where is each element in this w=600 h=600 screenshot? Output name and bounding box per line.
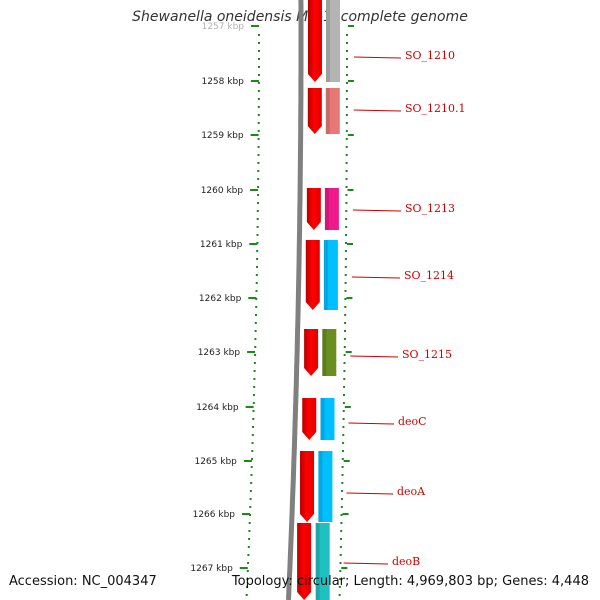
gene-track bbox=[297, 0, 340, 600]
scale-tick bbox=[347, 243, 353, 245]
cds-arrow bbox=[300, 451, 315, 522]
scale-tick bbox=[242, 513, 250, 515]
scale-tick-label: 1264 kbp bbox=[196, 403, 239, 413]
gene-label: SO_1210 bbox=[405, 49, 455, 62]
scale-tick bbox=[247, 351, 256, 353]
scale-tick bbox=[251, 25, 259, 27]
cds-arrow bbox=[297, 523, 312, 600]
cds-arrow bbox=[307, 88, 322, 134]
scale-tick-label: 1260 kbp bbox=[201, 186, 244, 196]
feature-block bbox=[326, 0, 340, 82]
gene-label: SO_1215 bbox=[402, 348, 452, 361]
genome-backbone bbox=[286, 0, 304, 600]
scale-tick-label: 1261 kbp bbox=[200, 240, 243, 250]
scale-tick bbox=[243, 460, 252, 462]
label-leader-line bbox=[353, 109, 402, 112]
cds-arrow bbox=[304, 329, 319, 376]
scale-tick bbox=[343, 460, 350, 462]
gene-label: SO_1210.1 bbox=[405, 102, 466, 115]
feature-block bbox=[324, 188, 339, 230]
label-leader-line bbox=[350, 355, 399, 358]
gene-deob bbox=[297, 523, 330, 600]
accession-text: Accession: NC_004347 bbox=[9, 574, 157, 589]
scale-tick bbox=[346, 297, 353, 299]
feature-block bbox=[325, 88, 340, 134]
gene-label: deoB bbox=[392, 555, 420, 568]
scale-tick-label: 1263 kbp bbox=[198, 348, 241, 358]
scale-tick bbox=[239, 567, 248, 569]
scale-tick-label: 1262 kbp bbox=[199, 294, 242, 304]
scale-tick bbox=[250, 134, 259, 136]
scale-tick bbox=[250, 189, 259, 191]
scale-tick bbox=[344, 406, 351, 408]
feature-block bbox=[323, 240, 338, 310]
genome-summary-text: Topology: circular; Length: 4,969,803 bp… bbox=[231, 574, 589, 589]
feature-block bbox=[318, 451, 333, 522]
gene-label: SO_1214 bbox=[404, 269, 454, 282]
label-leader-line bbox=[346, 492, 394, 495]
gene-so-1210 bbox=[307, 0, 340, 82]
scale-tick bbox=[345, 351, 352, 353]
gene-so-1214 bbox=[305, 240, 338, 310]
gene-label: deoC bbox=[398, 415, 427, 428]
label-leader-line bbox=[343, 562, 389, 565]
gene-so-1210-1 bbox=[307, 88, 340, 134]
gene-label: deoA bbox=[397, 485, 426, 498]
label-leader-line bbox=[348, 422, 395, 425]
scale-tick-label: 1266 kbp bbox=[193, 510, 236, 520]
label-leader-line bbox=[351, 276, 401, 279]
cds-arrow bbox=[307, 0, 322, 82]
scale-tick-label: 1258 kbp bbox=[201, 77, 244, 87]
scale-tick bbox=[249, 243, 258, 245]
scale-tick bbox=[342, 513, 349, 515]
scale-tick bbox=[348, 25, 354, 27]
feature-block bbox=[320, 398, 335, 440]
scale-tick-label: 1259 kbp bbox=[201, 131, 244, 141]
gene-label: SO_1213 bbox=[405, 202, 455, 215]
scale-tick bbox=[348, 80, 354, 82]
scale-tick-label: 1267 kbp bbox=[190, 564, 233, 574]
scale-tick bbox=[250, 80, 259, 82]
scale-tick-label: 1257 kbp bbox=[202, 22, 245, 32]
scale-tick bbox=[341, 567, 348, 569]
cds-arrow bbox=[305, 240, 320, 310]
cds-arrow bbox=[302, 398, 317, 440]
gene-deoc bbox=[302, 398, 335, 440]
label-leader-line bbox=[353, 56, 402, 59]
gene-labels: SO_1210 SO_1210.1 SO_1213 SO_1214 SO_1215deo… bbox=[343, 49, 466, 568]
gene-deoa bbox=[300, 451, 333, 522]
scale-tick bbox=[245, 406, 254, 408]
scale-tick bbox=[248, 297, 257, 299]
label-leader-line bbox=[352, 209, 402, 212]
gene-so-1213 bbox=[306, 188, 339, 230]
scale-tick bbox=[347, 189, 354, 191]
cds-arrow bbox=[306, 188, 321, 230]
gene-so-1215 bbox=[304, 329, 337, 376]
feature-block bbox=[315, 523, 330, 600]
scale-tick-label: 1265 kbp bbox=[194, 457, 237, 467]
scale-tick bbox=[347, 134, 354, 136]
scale-ruler: 1257 kbp 1258 kbp 1259 kbp 1260 kbp 1261 kbp… bbox=[190, 22, 354, 596]
feature-block bbox=[322, 329, 337, 376]
